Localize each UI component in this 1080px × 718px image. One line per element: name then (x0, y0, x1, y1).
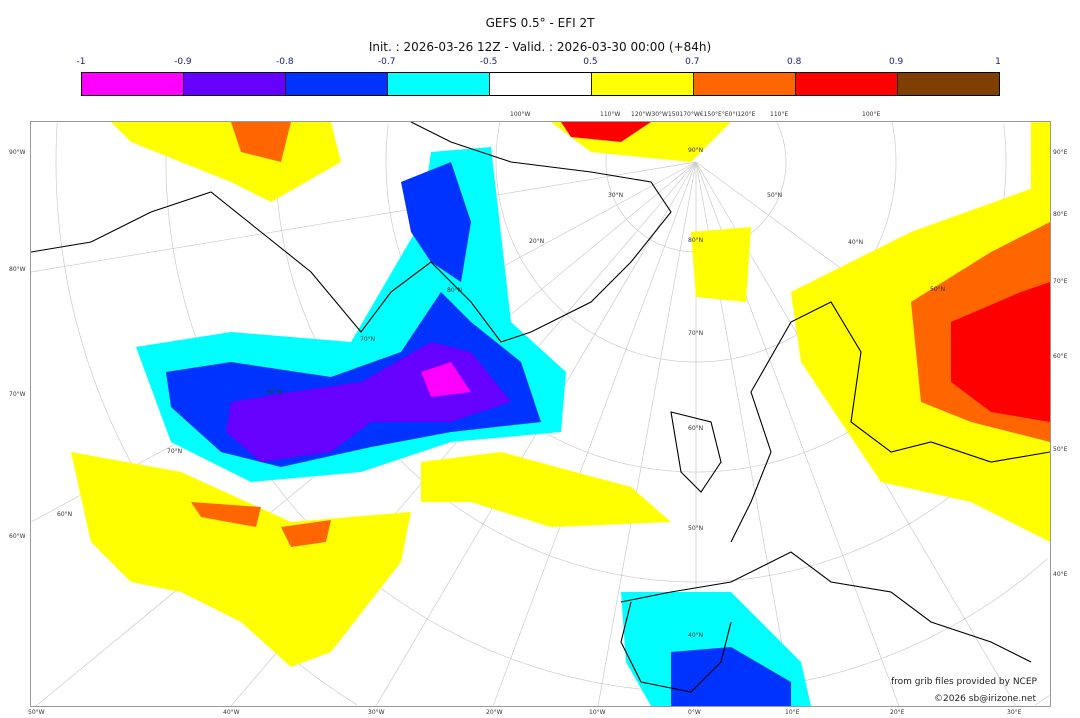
axis-label: 90°E (1053, 149, 1068, 156)
anomaly-area (231, 122, 291, 162)
map-area (30, 121, 1051, 707)
coastline (730, 301, 1050, 543)
anomaly-area (561, 122, 651, 142)
meridian (492, 161, 697, 706)
anomaly-area (1031, 122, 1050, 212)
axis-label: 70°W (9, 391, 26, 398)
anomaly-area (421, 452, 671, 527)
axis-label: 80°W (9, 266, 26, 273)
axis-label: 10°E (785, 709, 800, 716)
axis-label: 40°E (1053, 571, 1068, 578)
coastline (31, 122, 672, 343)
colorbar-segment (898, 73, 999, 95)
coastline (620, 551, 1032, 663)
axis-label: 80°E (1053, 211, 1068, 218)
source-credit: from grib files provided by NCEP (891, 677, 1037, 687)
colorbar-tick: -0.8 (275, 57, 294, 67)
axis-label: 60°N (57, 511, 73, 518)
colorbar-tick: 0.5 (583, 57, 598, 67)
meridian (597, 161, 697, 706)
latitude-circle (1034, 695, 1050, 706)
latitude-circle (275, 125, 1049, 583)
colorbar-segment (184, 73, 286, 95)
latitude-circle (891, 122, 897, 162)
anomaly-area (191, 502, 261, 527)
axis-label: 110°W (600, 111, 621, 118)
colorbar-tick: 1 (995, 57, 1001, 67)
axis-label: 0°W (688, 709, 701, 716)
anomaly-area (281, 520, 331, 547)
colorbar-segment (82, 73, 184, 95)
axis-label: 70°N (688, 330, 704, 337)
colorbar-tick: 0.8 (787, 57, 802, 67)
axis-label: 50°N (688, 525, 704, 532)
axis-label: 40°W (223, 709, 240, 716)
colorbar-segment (796, 73, 898, 95)
colorbar-segment (592, 73, 694, 95)
anomaly-area (71, 452, 411, 667)
coastlines (31, 122, 1050, 693)
axis-label: 70°N (360, 336, 376, 343)
latitude-circle (776, 122, 787, 162)
colorbar-tick: -0.5 (479, 57, 498, 67)
anomaly-area (111, 122, 341, 202)
map-svg (31, 122, 1050, 706)
axis-label: 100°E (862, 111, 881, 118)
coastline (670, 411, 722, 493)
axis-label: 40°N (848, 239, 864, 246)
axis-label: 30°W (368, 709, 385, 716)
axis-label: 50°E (1053, 446, 1068, 453)
axis-label: 40°N (688, 632, 704, 639)
anomaly-area (421, 362, 471, 397)
axis-label: 20°N (529, 238, 545, 245)
colorbar-segment (388, 73, 490, 95)
axis-label: 20°E (890, 709, 905, 716)
axis-label: 50°W (28, 709, 45, 716)
axis-label: 110°E (770, 111, 789, 118)
chart-title: GEFS 0.5° - EFI 2T (485, 16, 595, 30)
axis-label: 100°W (510, 111, 531, 118)
anomaly-area (691, 227, 751, 302)
axis-label: 10°W (589, 709, 606, 716)
axis-label: 50°N (767, 192, 783, 199)
colorbar-segment (286, 73, 388, 95)
axis-label: 90°W (9, 149, 26, 156)
anomaly-area (671, 647, 791, 706)
colorbar-tick: 0.7 (685, 57, 700, 67)
axis-label: 80°N (447, 287, 463, 294)
colorbar (81, 72, 1000, 96)
latitude-circle (1003, 124, 1007, 162)
copyright: ©2026 sb@irizone.net (934, 694, 1036, 704)
axis-label: 120°W30°W150170°W€150°E°E0°I120°E (631, 111, 756, 118)
axis-label: 70°E (1053, 278, 1068, 285)
axis-label: 50°N (930, 286, 946, 293)
colorbar-segment (694, 73, 796, 95)
latitude-circle (165, 124, 1048, 693)
axis-label: 60°N (267, 389, 283, 396)
axis-label: 60°E (1053, 353, 1068, 360)
anomaly-area (401, 162, 471, 282)
axis-label: 60°N (688, 425, 704, 432)
colorbar-tick: 0.9 (888, 57, 904, 67)
colorbar-tick: -1 (76, 57, 86, 67)
axis-label: 30°N (608, 192, 624, 199)
anomaly-area (951, 282, 1050, 422)
colorbar-tick: -0.7 (377, 57, 396, 67)
axis-label: 90°N (688, 147, 704, 154)
axis-label: 30°E (1007, 709, 1022, 716)
colorbar-segment (490, 73, 592, 95)
coastline (620, 601, 732, 693)
axis-label: 80°N (688, 237, 704, 244)
anomaly-fields (71, 122, 1050, 706)
axis-label: 60°W (9, 533, 26, 540)
axis-label: 20°W (486, 709, 503, 716)
chart-subtitle: Init. : 2026-03-26 12Z - Valid. : 2026-0… (368, 40, 712, 54)
meridian (31, 161, 697, 273)
colorbar-tick: -0.9 (174, 57, 192, 67)
axis-label: 70°N (167, 448, 183, 455)
